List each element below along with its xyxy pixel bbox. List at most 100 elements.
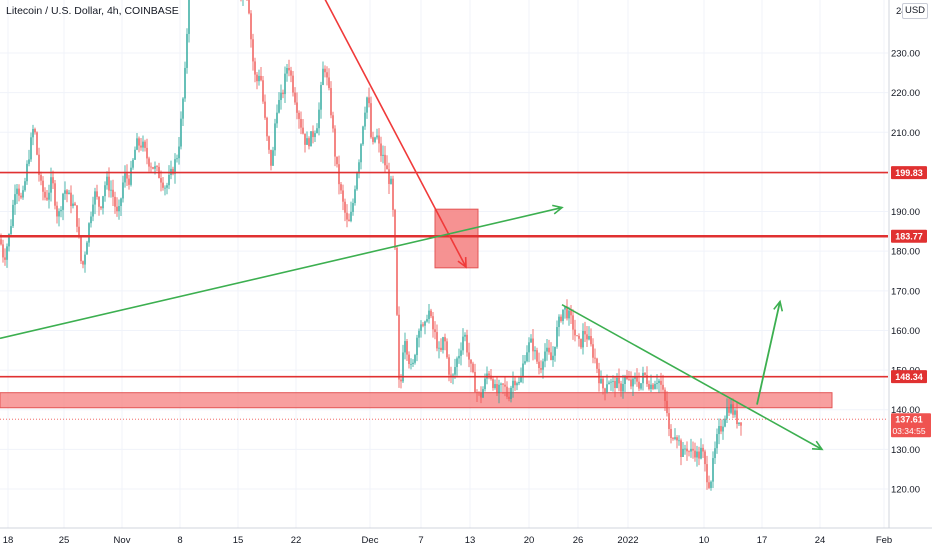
candle-body — [382, 154, 384, 156]
candle-body — [672, 438, 674, 439]
trendline-rising-green — [0, 206, 563, 340]
candle-body — [88, 223, 90, 243]
candle-body — [678, 440, 680, 442]
candle-body — [412, 362, 414, 365]
candle-body — [564, 306, 566, 310]
time-axis-bg — [0, 528, 932, 550]
candle-body — [584, 330, 586, 335]
candle-body — [82, 261, 84, 265]
candle-body — [716, 434, 718, 449]
candle-body — [454, 367, 456, 375]
candle-body — [638, 381, 640, 389]
time-tick-label: 2022 — [617, 535, 638, 546]
candle-body — [294, 92, 296, 103]
candle-body — [54, 183, 56, 206]
candle-body — [268, 136, 270, 150]
candle-body — [632, 378, 634, 387]
candle-body — [302, 127, 304, 134]
candle-body — [686, 448, 688, 452]
candle-body — [446, 341, 448, 358]
time-axis[interactable]: 18 25 Nov 8 15 22 Dec 7 13 20 26 2022 10 17 24 Feb — [0, 527, 932, 550]
candle-body — [714, 448, 716, 459]
candle-body — [736, 410, 738, 425]
candle-body — [330, 88, 332, 116]
arrow-rising-green — [552, 204, 564, 215]
candle-body — [354, 189, 356, 204]
candle-body — [514, 380, 516, 386]
candle-body — [550, 352, 552, 361]
candle-body — [536, 350, 538, 362]
time-tick-label: Feb — [876, 535, 892, 546]
candle-body — [70, 192, 72, 207]
candlestick-series — [0, 0, 742, 491]
price-tick-label: 160.00 — [891, 326, 920, 337]
candle-body — [108, 176, 110, 191]
price-axis[interactable]: 120.00130.00140.00150.00160.00170.00180.… — [888, 0, 932, 550]
current-price-label-bg — [891, 413, 931, 438]
candle-body — [48, 192, 50, 200]
candle-body — [718, 426, 720, 435]
candle-body — [258, 75, 260, 82]
candle-body — [430, 310, 432, 317]
candle-body — [24, 181, 26, 191]
candle-body — [440, 347, 442, 351]
candle-body — [452, 374, 454, 376]
candle-body — [530, 338, 532, 343]
candle-body — [290, 70, 292, 76]
candle-body — [496, 384, 498, 394]
time-tick-label: 22 — [291, 535, 302, 546]
candle-body — [576, 335, 578, 337]
candle-body — [456, 358, 458, 368]
trendlines — [0, 0, 824, 451]
candle-body — [110, 189, 112, 191]
candle-body — [538, 361, 540, 369]
candle-body — [350, 211, 352, 222]
candle-body — [68, 192, 70, 195]
candle-body — [586, 334, 588, 340]
candle-body — [674, 437, 676, 439]
candle-body — [646, 374, 648, 385]
time-tick-label: 8 — [177, 535, 182, 546]
candle-body — [410, 364, 412, 365]
candle-body — [46, 197, 48, 200]
candle-body — [708, 482, 710, 488]
candle-body — [18, 188, 20, 196]
level-price-label: 199.83 — [895, 168, 923, 178]
candle-body — [278, 100, 280, 113]
candle-body — [604, 388, 606, 392]
candle-body — [162, 182, 164, 188]
candle-body — [528, 342, 530, 353]
candle-body — [362, 126, 364, 145]
candle-body — [44, 191, 46, 198]
candle-body — [272, 150, 274, 166]
candle-body — [506, 386, 508, 397]
candle-body — [394, 209, 396, 248]
candle-body — [494, 384, 496, 388]
candle-body — [104, 185, 106, 197]
candle-body — [654, 383, 656, 389]
candle-body — [380, 143, 382, 156]
candle-body — [508, 396, 510, 399]
time-tick-label: 15 — [233, 535, 244, 546]
candle-body — [122, 182, 124, 199]
time-tick-label: 18 — [3, 535, 14, 546]
currency-button[interactable]: USD — [902, 3, 928, 19]
candle-body — [474, 371, 476, 393]
candle-body — [482, 389, 484, 398]
time-tick-label: 24 — [815, 535, 826, 546]
candle-body — [132, 159, 134, 168]
candle-body — [344, 201, 346, 213]
candle-body — [488, 373, 490, 376]
candle-body — [660, 380, 662, 385]
candle-body — [264, 101, 266, 118]
support-zone — [0, 392, 833, 409]
candle-body — [698, 451, 700, 459]
candle-body — [594, 357, 596, 359]
candle-body — [398, 314, 400, 380]
candle-body — [544, 351, 546, 362]
time-tick-label: 20 — [524, 535, 535, 546]
candle-body — [180, 118, 182, 147]
candle-body — [442, 337, 444, 351]
price-tick-label: 190.00 — [891, 207, 920, 218]
